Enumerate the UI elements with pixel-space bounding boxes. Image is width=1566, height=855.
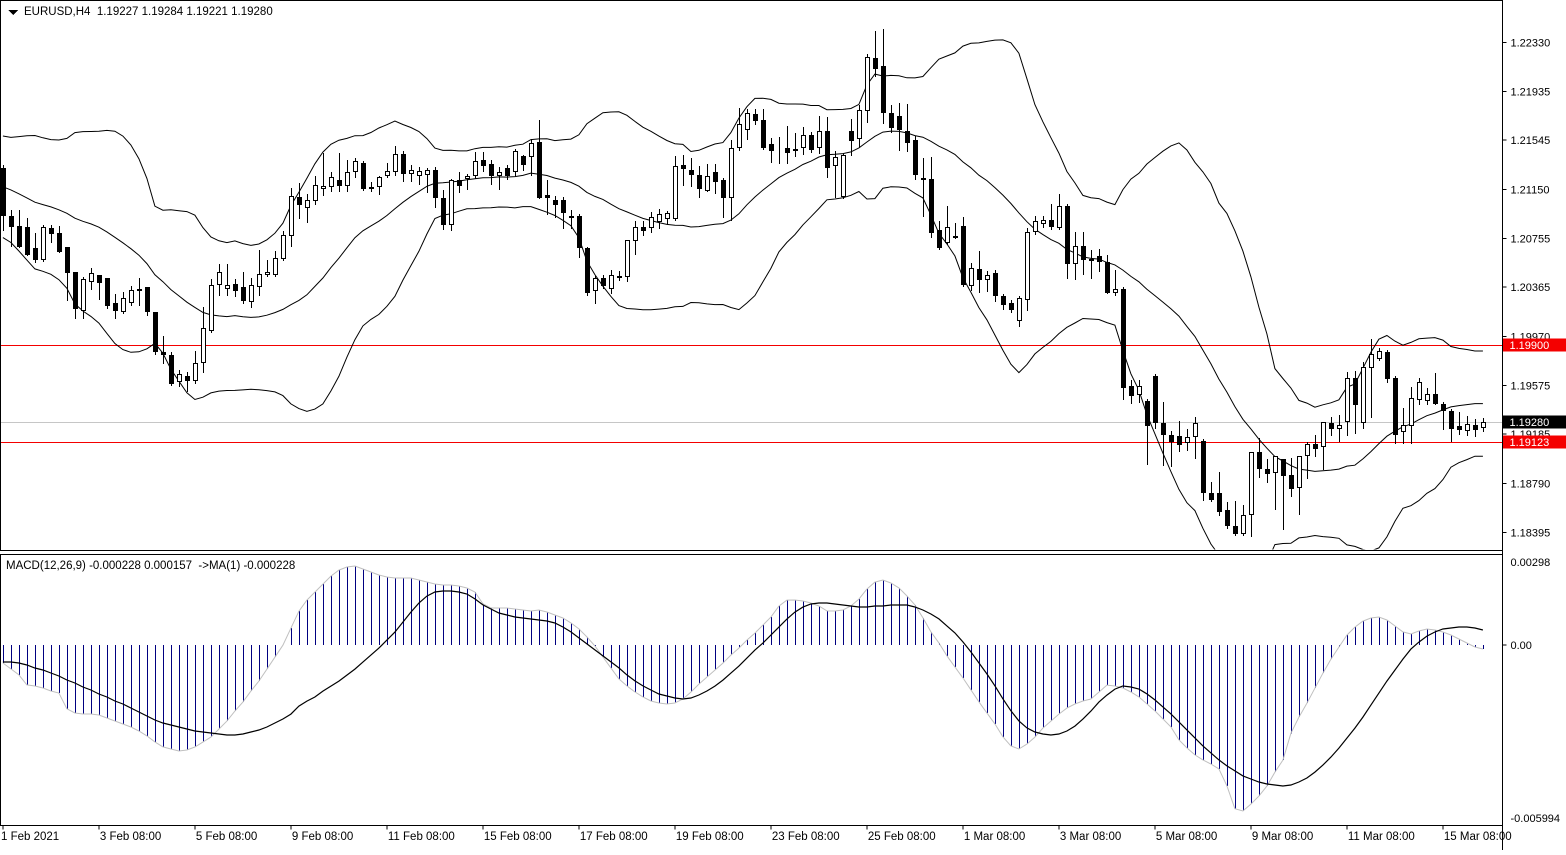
svg-text:1 Feb 2021: 1 Feb 2021: [1, 831, 59, 843]
svg-text:19 Feb 08:00: 19 Feb 08:00: [676, 831, 744, 843]
svg-text:1.19280: 1.19280: [1510, 417, 1550, 429]
svg-text:9 Mar 08:00: 9 Mar 08:00: [1252, 831, 1313, 843]
svg-text:1.21935: 1.21935: [1511, 87, 1551, 99]
svg-text:11 Feb 08:00: 11 Feb 08:00: [388, 831, 455, 843]
svg-text:1.20365: 1.20365: [1511, 282, 1551, 294]
svg-text:1.21150: 1.21150: [1511, 184, 1550, 196]
svg-text:5 Mar 08:00: 5 Mar 08:00: [1156, 831, 1217, 843]
svg-text:1.18395: 1.18395: [1511, 528, 1551, 540]
svg-text:15 Feb 08:00: 15 Feb 08:00: [484, 831, 552, 843]
svg-text:1.21545: 1.21545: [1511, 135, 1551, 147]
svg-text:1.19900: 1.19900: [1510, 340, 1550, 352]
svg-text:17 Feb 08:00: 17 Feb 08:00: [580, 831, 648, 843]
svg-text:3 Feb 08:00: 3 Feb 08:00: [100, 831, 161, 843]
svg-text:1.18790: 1.18790: [1511, 478, 1551, 490]
svg-text:1.20755: 1.20755: [1511, 234, 1551, 246]
svg-text:11 Mar 08:00: 11 Mar 08:00: [1348, 831, 1415, 843]
svg-text:3 Mar 08:00: 3 Mar 08:00: [1060, 831, 1121, 843]
svg-text:15 Mar 08:00: 15 Mar 08:00: [1444, 831, 1512, 843]
svg-text:25 Feb 08:00: 25 Feb 08:00: [868, 831, 936, 843]
svg-text:23 Feb 08:00: 23 Feb 08:00: [772, 831, 840, 843]
svg-text:0.00298: 0.00298: [1511, 557, 1551, 569]
svg-text:1.19575: 1.19575: [1511, 381, 1551, 393]
svg-text:1 Mar 08:00: 1 Mar 08:00: [964, 831, 1025, 843]
svg-text:MACD(12,26,9) -0.000228 0.0001: MACD(12,26,9) -0.000228 0.000157 ->MA(1)…: [6, 560, 295, 572]
svg-text:0.00: 0.00: [1511, 640, 1532, 652]
svg-text:-0.005994: -0.005994: [1511, 813, 1561, 825]
svg-text:9 Feb 08:00: 9 Feb 08:00: [292, 831, 353, 843]
svg-text:1.19123: 1.19123: [1510, 437, 1550, 449]
svg-text:EURUSD,H4 1.19227 1.19284 1.1: EURUSD,H4 1.19227 1.19284 1.19221 1.1928…: [24, 6, 273, 18]
svg-text:1.22330: 1.22330: [1511, 37, 1551, 49]
svg-text:5 Feb 08:00: 5 Feb 08:00: [196, 831, 257, 843]
